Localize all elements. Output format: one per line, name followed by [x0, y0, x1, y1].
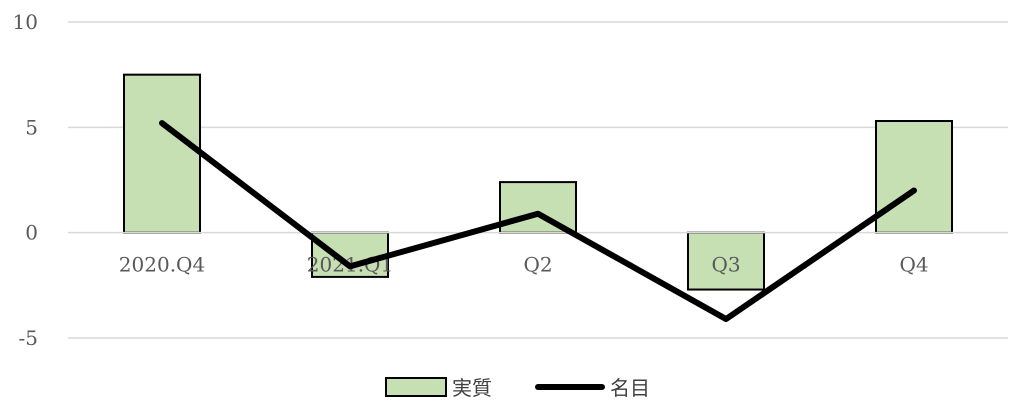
legend-swatch-real — [385, 377, 447, 397]
x-tick-label: Q4 — [899, 253, 928, 277]
y-tick-label: 5 — [25, 115, 38, 139]
gridlines — [68, 21, 1008, 339]
y-tick-label: 0 — [25, 221, 38, 245]
legend-label-real: 実質 — [452, 376, 492, 400]
bar-series — [123, 73, 953, 291]
bar — [499, 181, 577, 234]
y-tick-label: -5 — [19, 326, 38, 350]
y-tick-label: 10 — [13, 10, 38, 34]
legend: 実質 名目 — [385, 376, 650, 400]
legend-label-nominal: 名目 — [610, 376, 650, 400]
y-axis-tick-labels: 10 5 0 -5 — [13, 10, 38, 350]
x-tick-label: Q2 — [523, 253, 552, 277]
bar — [687, 231, 765, 291]
line-series — [159, 120, 917, 323]
x-tick-label: 2020.Q4 — [119, 253, 205, 277]
series-line-nominal — [159, 120, 917, 323]
bar — [123, 73, 201, 234]
bar — [875, 120, 953, 234]
x-tick-label: Q3 — [711, 253, 740, 277]
